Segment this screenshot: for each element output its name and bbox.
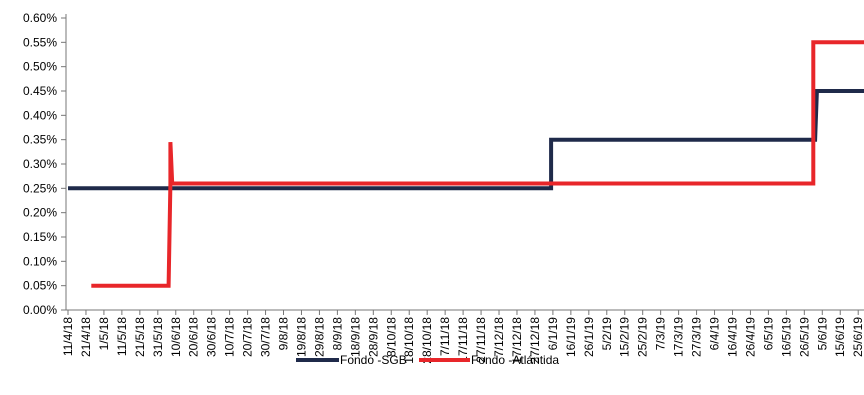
x-tick-label: 8/9/18 bbox=[330, 317, 344, 351]
x-tick-label: 19/8/18 bbox=[294, 317, 308, 357]
x-tick-label: 10/7/18 bbox=[223, 317, 237, 357]
series-line-1 bbox=[68, 89, 864, 191]
y-tick-label: 0.30% bbox=[23, 157, 57, 171]
x-tick-label: 25/2/19 bbox=[636, 317, 650, 357]
legend: Fondo -SGB Fondo -Atlántida bbox=[296, 353, 559, 367]
y-tick-label: 0.25% bbox=[23, 181, 57, 195]
x-tick-label: 18/10/18 bbox=[402, 317, 416, 364]
x-tick-label: 26/5/19 bbox=[797, 317, 811, 357]
x-tick-label: 17/11/18 bbox=[456, 317, 470, 363]
legend-label-2: Fondo -Atlántida bbox=[471, 353, 559, 367]
x-tick-label: 11/5/18 bbox=[115, 317, 129, 356]
x-tick-label: 21/5/18 bbox=[133, 317, 147, 357]
legend-label-1: Fondo -SGB bbox=[340, 353, 407, 367]
y-tick-label: 0.20% bbox=[23, 206, 57, 220]
y-tick-label: 0.55% bbox=[23, 35, 57, 49]
x-tick-label: 28/10/18 bbox=[420, 317, 434, 364]
x-tick-label: 5/6/19 bbox=[815, 317, 829, 351]
x-tick-label: 16/1/19 bbox=[564, 317, 578, 357]
x-tick-label: 20/6/18 bbox=[187, 317, 201, 357]
x-tick-label: 7/12/18 bbox=[492, 317, 506, 357]
x-tick-label: 15/2/19 bbox=[618, 317, 632, 357]
x-tick-label: 27/12/18 bbox=[528, 317, 542, 364]
y-tick-label: 0.50% bbox=[23, 60, 57, 74]
x-tick-label: 7/3/19 bbox=[654, 317, 668, 351]
x-tick-label: 30/7/18 bbox=[259, 317, 273, 357]
x-tick-label: 16/4/19 bbox=[725, 317, 739, 357]
y-tick-label: 0.40% bbox=[23, 108, 57, 122]
x-tick-label: 25/6/19 bbox=[851, 317, 864, 357]
x-tick-label: 26/1/19 bbox=[582, 317, 596, 357]
x-tick-label: 27/11/18 bbox=[474, 317, 488, 363]
x-tick-label: 6/1/19 bbox=[546, 317, 560, 351]
x-tick-label: 27/3/19 bbox=[690, 317, 704, 357]
y-axis: 0.00% 0.05% 0.10% 0.15% 0.20% 0.25% 0.30% 0.35%… bbox=[23, 11, 67, 317]
x-tick-label: 6/5/19 bbox=[761, 317, 775, 351]
y-tick-label: 0.05% bbox=[23, 279, 57, 293]
y-tick-label: 0.10% bbox=[23, 254, 57, 268]
x-tick-label: 15/6/19 bbox=[833, 317, 847, 357]
y-tick-label: 0.45% bbox=[23, 84, 57, 98]
x-tick-label: 20/7/18 bbox=[241, 317, 255, 357]
series-layer bbox=[68, 40, 864, 288]
x-tick-label: 6/4/19 bbox=[708, 317, 722, 351]
y-tick-label: 0.60% bbox=[23, 11, 57, 25]
y-tick-label: 0.35% bbox=[23, 133, 57, 147]
x-tick-label: 10/6/18 bbox=[169, 317, 183, 357]
x-tick-label: 17/3/19 bbox=[672, 317, 686, 357]
x-tick-label: 5/2/19 bbox=[600, 317, 614, 351]
x-tick-label: 28/9/18 bbox=[366, 317, 380, 357]
x-tick-label: 29/8/18 bbox=[312, 317, 326, 357]
x-tick-label: 7/11/18 bbox=[438, 317, 452, 356]
x-tick-label: 31/5/18 bbox=[151, 317, 165, 357]
y-tick-label: 0.15% bbox=[23, 230, 57, 244]
x-tick-label: 26/4/19 bbox=[743, 317, 757, 357]
y-tick-label: 0.00% bbox=[23, 303, 57, 317]
x-tick-label: 18/9/18 bbox=[348, 317, 362, 357]
x-tick-label: 30/6/18 bbox=[205, 317, 219, 357]
series-line-2 bbox=[91, 40, 864, 288]
x-tick-label: 8/10/18 bbox=[384, 317, 398, 357]
x-tick-label: 9/8/18 bbox=[277, 317, 291, 351]
x-tick-label: 21/4/18 bbox=[79, 317, 93, 357]
x-tick-label: 1/5/18 bbox=[97, 317, 111, 351]
x-tick-label: 17/12/18 bbox=[510, 317, 524, 364]
x-tick-label: 11/4/18 bbox=[61, 317, 75, 356]
x-tick-label: 16/5/19 bbox=[779, 317, 793, 357]
x-axis: 11/4/18 21/4/18 1/5/18 11/5/18 21/5/18 31/5/1… bbox=[61, 309, 864, 364]
